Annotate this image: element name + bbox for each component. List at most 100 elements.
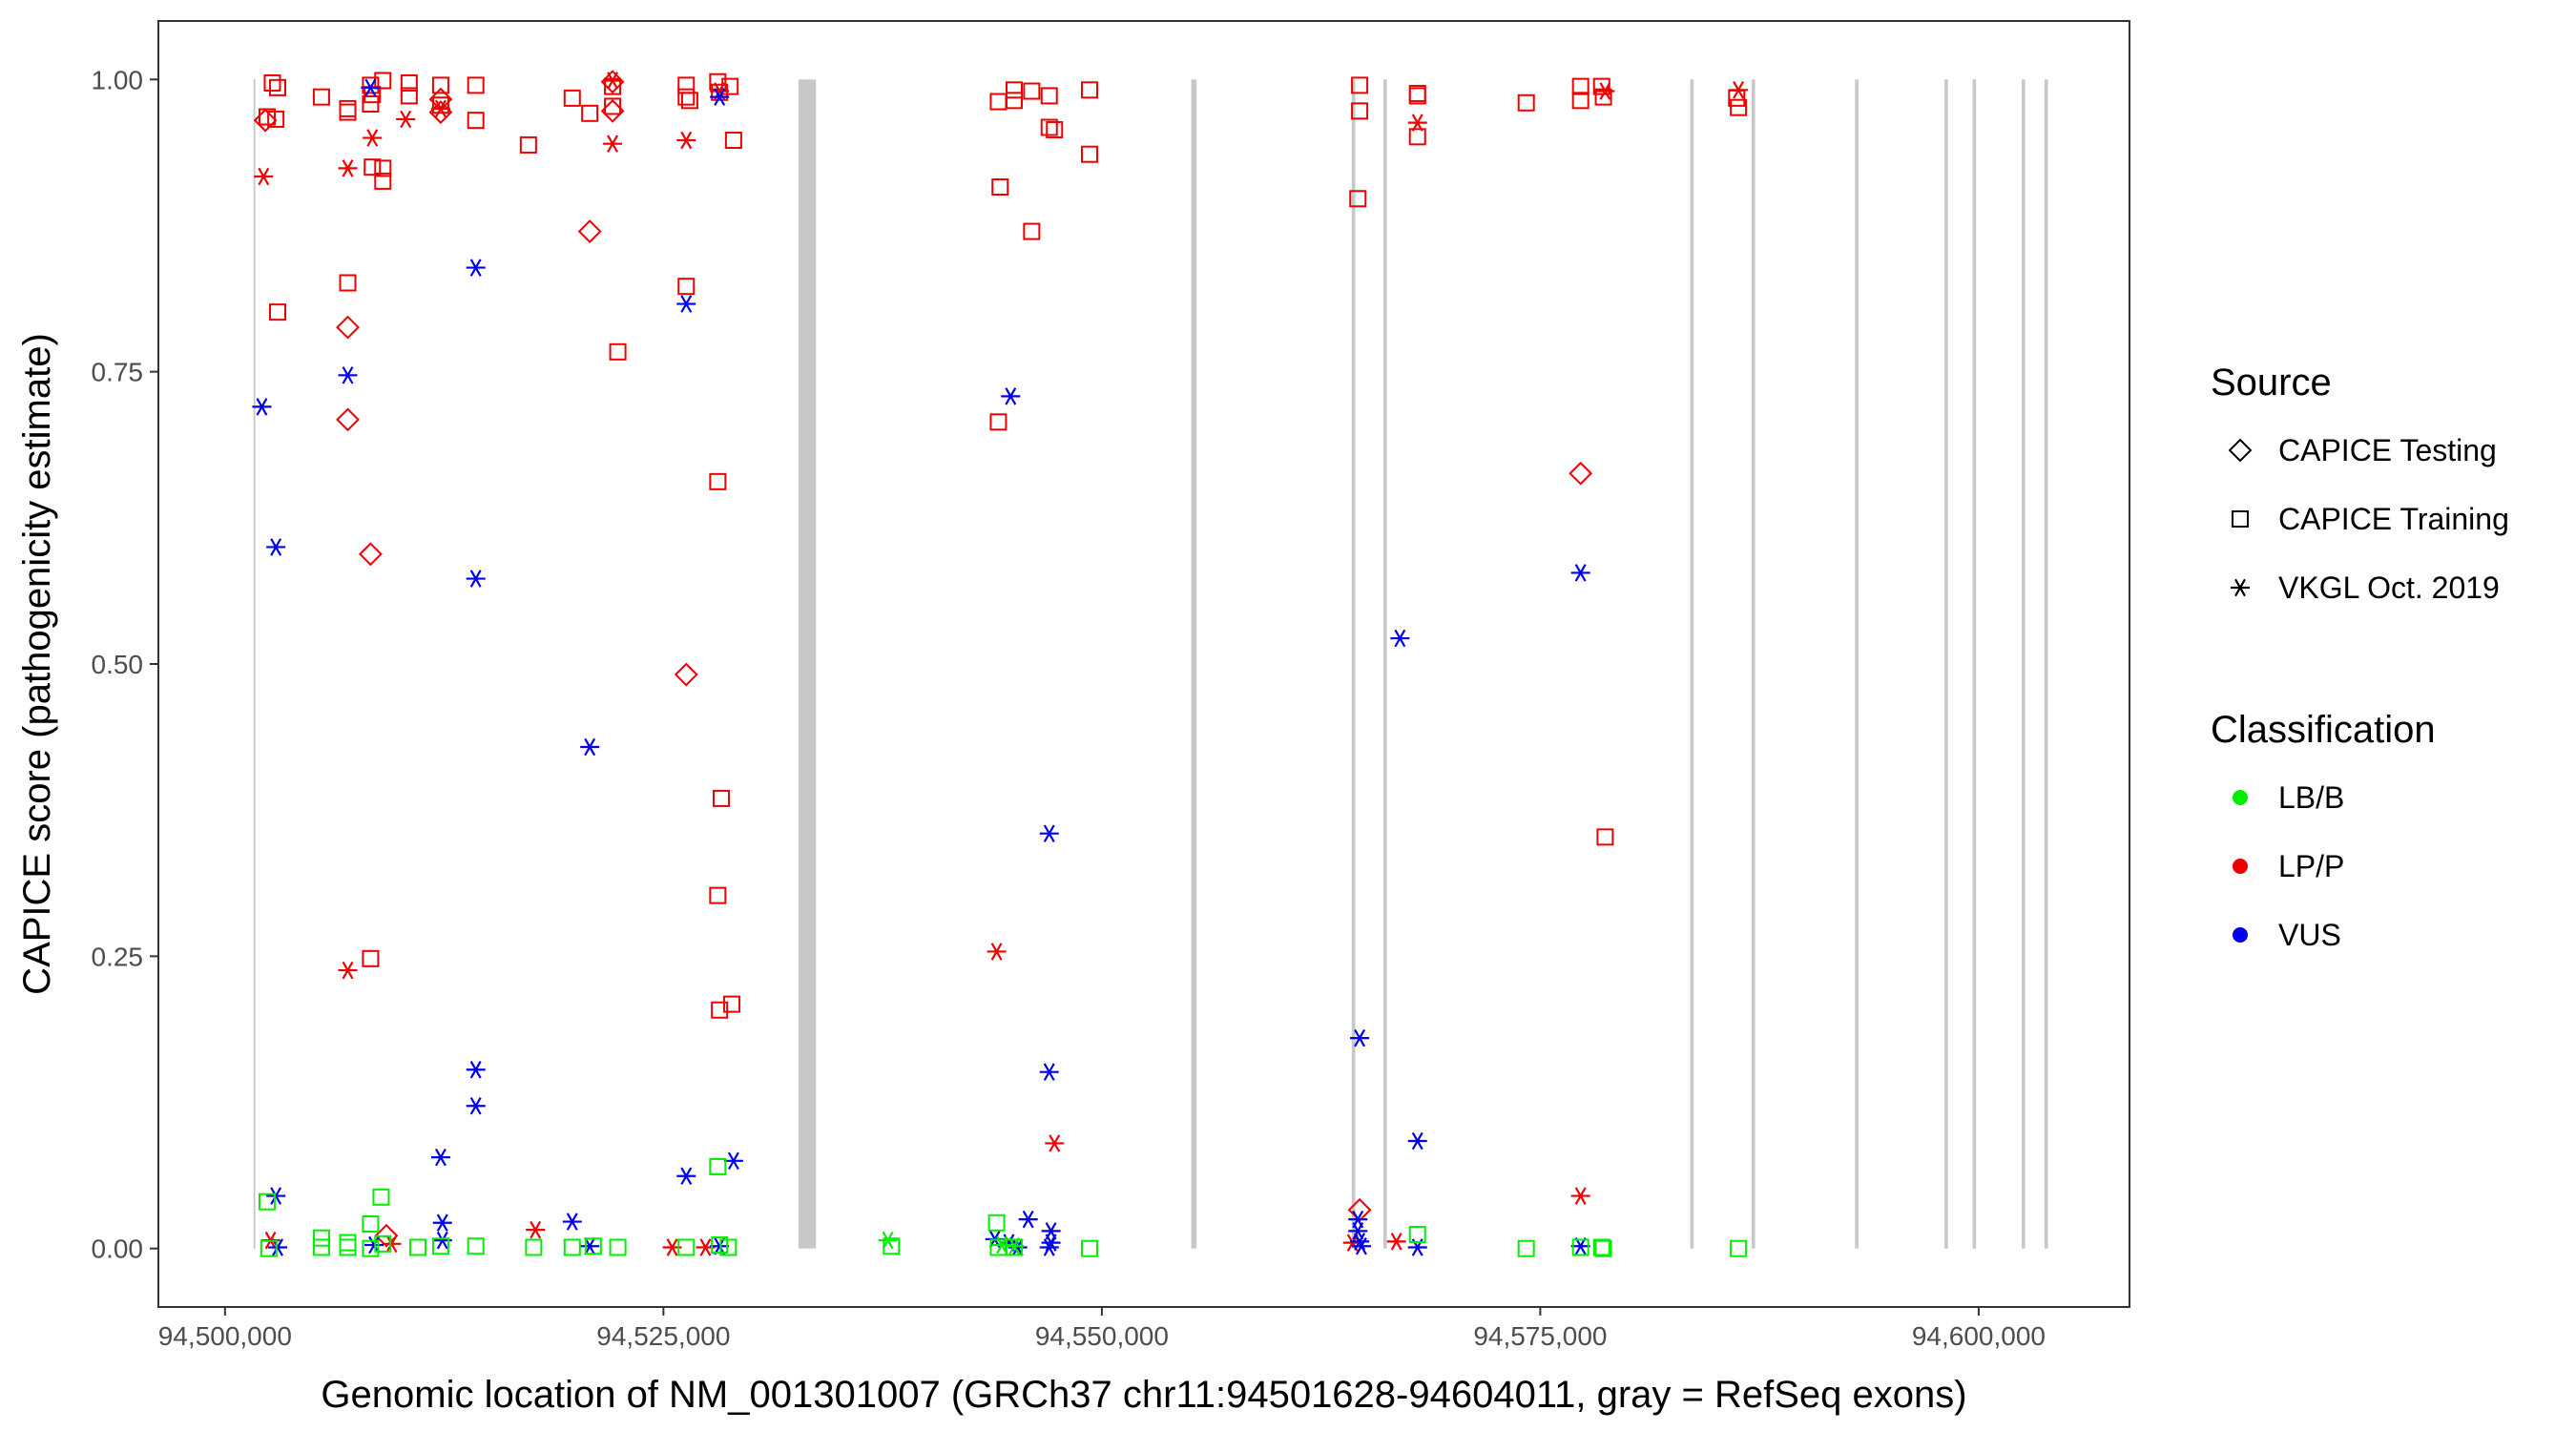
data-point xyxy=(1351,102,1369,120)
data-point xyxy=(1040,118,1058,136)
legend-key-dot xyxy=(2233,790,2248,805)
data-point xyxy=(526,1220,546,1239)
data-point xyxy=(580,737,600,757)
data-point xyxy=(254,167,274,186)
data-point xyxy=(674,662,698,687)
exon-band xyxy=(2021,79,2025,1249)
data-point xyxy=(430,1148,450,1167)
data-point xyxy=(711,1001,729,1019)
data-point xyxy=(431,96,449,114)
data-point xyxy=(409,1238,427,1256)
data-point xyxy=(336,407,360,432)
x-tick-label: 94,525,000 xyxy=(596,1321,730,1351)
data-point xyxy=(603,135,623,153)
legend-label-source: VKGL Oct. 2019 xyxy=(2278,570,2500,605)
exon-bands xyxy=(253,79,2048,1249)
x-axis-title: Genomic location of NM_001301007 (GRCh37… xyxy=(321,1374,1966,1416)
data-point xyxy=(1018,1210,1038,1229)
data-point xyxy=(1081,1239,1099,1257)
data-point xyxy=(519,135,537,154)
data-point xyxy=(266,538,286,556)
data-point xyxy=(1595,82,1615,100)
legend: Source CAPICE Testing CAPICE Training VKGL… xyxy=(2211,362,2509,952)
data-point xyxy=(336,315,360,340)
data-point xyxy=(374,159,392,177)
data-point xyxy=(1039,1063,1059,1081)
x-tick-label: 94,500,000 xyxy=(158,1321,292,1351)
data-point xyxy=(677,88,696,106)
data-point xyxy=(1596,828,1614,846)
data-point xyxy=(466,259,486,277)
data-point xyxy=(1407,1131,1427,1151)
data-point xyxy=(1386,1233,1406,1251)
data-point xyxy=(1023,222,1041,240)
data-point xyxy=(584,1237,602,1255)
data-points xyxy=(252,70,1749,1257)
data-point xyxy=(1081,81,1099,99)
data-point xyxy=(252,398,272,416)
data-point xyxy=(372,1188,390,1206)
data-point xyxy=(1045,1134,1065,1152)
data-point xyxy=(466,1060,486,1079)
data-point xyxy=(603,72,623,90)
data-point xyxy=(374,1223,399,1248)
data-point xyxy=(677,1238,696,1256)
data-point xyxy=(989,413,1008,431)
data-point xyxy=(1594,1239,1612,1257)
legend-key-diamond xyxy=(2228,438,2253,463)
exon-band xyxy=(1382,79,1387,1249)
data-point xyxy=(268,78,286,96)
exon-band xyxy=(1751,79,1755,1249)
data-point xyxy=(1023,82,1041,100)
data-point xyxy=(258,1192,276,1211)
data-point xyxy=(382,1234,402,1254)
data-point xyxy=(338,159,358,177)
data-point xyxy=(992,1235,1012,1255)
data-point xyxy=(253,108,278,133)
data-point xyxy=(991,178,1009,197)
data-point xyxy=(1005,92,1023,110)
data-point xyxy=(430,99,450,118)
legend-label-classification: LB/B xyxy=(2278,780,2344,815)
x-axis: 94,500,000 94,525,000 94,550,000 94,575,000… xyxy=(158,1307,2046,1351)
data-point xyxy=(710,88,730,106)
data-point xyxy=(260,1239,278,1257)
data-point xyxy=(266,1187,286,1205)
legend-title-classification: Classification xyxy=(2211,709,2436,751)
data-point xyxy=(267,110,285,128)
exon-band xyxy=(1855,79,1859,1249)
y-axis: 0.00 0.25 0.50 0.75 1.00 xyxy=(92,65,158,1264)
data-point xyxy=(1039,824,1059,842)
data-point xyxy=(362,1214,380,1233)
data-point xyxy=(723,1151,743,1171)
legend-key-dot xyxy=(2233,927,2248,943)
legend-label-classification: VUS xyxy=(2278,918,2341,952)
data-point xyxy=(1570,564,1590,582)
exon-band xyxy=(253,79,256,1249)
data-point xyxy=(362,949,380,967)
data-point xyxy=(1408,1226,1426,1244)
data-point xyxy=(709,1157,727,1175)
y-tick-label: 0.75 xyxy=(92,358,144,387)
data-point xyxy=(719,1238,737,1256)
data-point xyxy=(339,103,357,121)
legend-key-square xyxy=(2232,510,2249,528)
data-point xyxy=(466,570,486,588)
data-point xyxy=(1039,1238,1059,1256)
y-tick-label: 0.25 xyxy=(92,942,144,971)
data-point xyxy=(339,274,357,292)
data-point xyxy=(680,92,698,110)
data-point xyxy=(467,112,485,130)
data-point xyxy=(609,342,627,361)
data-point xyxy=(466,1096,486,1115)
data-point xyxy=(1351,1237,1371,1255)
legend-key-asterisk xyxy=(2231,578,2250,597)
data-point xyxy=(1005,1238,1023,1256)
data-point xyxy=(1729,81,1749,99)
x-tick-label: 94,550,000 xyxy=(1035,1321,1169,1351)
data-point xyxy=(577,219,602,243)
data-point xyxy=(723,995,741,1013)
data-point xyxy=(525,1238,543,1256)
data-point xyxy=(263,73,281,92)
